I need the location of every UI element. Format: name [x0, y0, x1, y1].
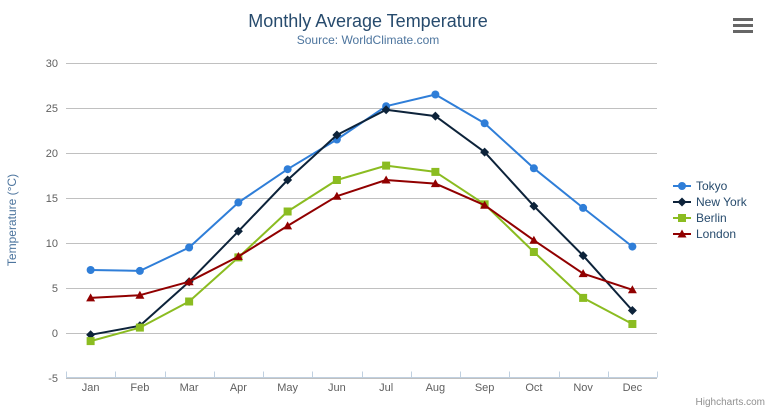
- y-axis-label: 20: [46, 148, 58, 160]
- point-london-oct[interactable]: [529, 235, 539, 244]
- point-new-york-may[interactable]: [283, 175, 293, 185]
- legend-circle-icon: [678, 182, 686, 190]
- point-berlin-oct[interactable]: [529, 248, 538, 256]
- hamburger-menu-icon[interactable]: [733, 18, 753, 33]
- point-london-dec[interactable]: [627, 285, 637, 294]
- point-tokyo-sep[interactable]: [480, 119, 489, 128]
- x-axis-label: Dec: [623, 382, 643, 394]
- point-london-jan[interactable]: [86, 293, 96, 302]
- point-berlin-nov[interactable]: [579, 293, 588, 302]
- point-new-york-jan[interactable]: [86, 330, 96, 340]
- point-new-york-oct[interactable]: [529, 201, 539, 211]
- y-axis-title: Temperature (°C): [5, 174, 19, 266]
- point-berlin-dec[interactable]: [628, 320, 637, 328]
- legend-label-berlin: Berlin: [696, 211, 727, 225]
- legend-item-tokyo[interactable]: Tokyo: [673, 179, 728, 193]
- point-london-sep[interactable]: [480, 200, 490, 209]
- x-axis-label: Aug: [426, 382, 446, 394]
- x-axis-label: Feb: [130, 382, 149, 394]
- chart-title: Monthly Average Temperature: [248, 11, 487, 31]
- point-berlin-jun[interactable]: [332, 176, 341, 184]
- legend-label-tokyo: Tokyo: [696, 179, 728, 193]
- point-new-york-nov[interactable]: [578, 251, 588, 261]
- point-berlin-jan[interactable]: [86, 337, 95, 346]
- series-line-london: [89, 179, 634, 299]
- point-tokyo-feb[interactable]: [135, 266, 144, 275]
- y-axis-label: 15: [46, 193, 58, 205]
- x-axis-label: Sep: [475, 382, 495, 394]
- y-axis-label: 10: [46, 238, 58, 250]
- y-axis-label: -5: [48, 373, 58, 385]
- point-london-aug[interactable]: [430, 179, 440, 188]
- point-london-may[interactable]: [283, 221, 293, 230]
- legend-diamond-icon: [677, 197, 687, 207]
- series-tokyo: [86, 90, 637, 275]
- legend-label-new-york: New York: [696, 195, 748, 209]
- point-tokyo-may[interactable]: [283, 165, 292, 174]
- x-axis-label: Nov: [573, 382, 593, 394]
- x-axis-label: Jan: [82, 382, 100, 394]
- series-new-york: [86, 105, 637, 340]
- gridlines: [66, 63, 657, 379]
- x-axis: Jan Feb Mar Apr May Jun Jul Aug Sep Oct Nov Dec: [66, 371, 658, 394]
- chart-subtitle: Source: WorldClimate.com: [297, 33, 440, 47]
- hamburger-bar: [733, 30, 753, 33]
- point-tokyo-mar[interactable]: [185, 243, 194, 252]
- point-tokyo-apr[interactable]: [234, 198, 243, 207]
- point-berlin-mar[interactable]: [185, 297, 194, 306]
- series-line-tokyo: [89, 93, 634, 272]
- y-axis-label: 25: [46, 103, 58, 115]
- point-new-york-sep[interactable]: [480, 147, 490, 157]
- point-tokyo-jan[interactable]: [86, 266, 95, 274]
- point-new-york-apr[interactable]: [233, 226, 243, 236]
- x-axis-label: Jul: [379, 382, 393, 394]
- legend-label-london: London: [696, 227, 736, 241]
- point-tokyo-nov[interactable]: [579, 203, 588, 212]
- point-london-nov[interactable]: [578, 269, 588, 278]
- point-london-mar[interactable]: [184, 277, 194, 286]
- legend-triangle-icon: [677, 229, 687, 238]
- series-london: [86, 175, 637, 302]
- point-new-york-jun[interactable]: [332, 130, 342, 140]
- point-london-jun[interactable]: [332, 191, 342, 200]
- point-berlin-feb[interactable]: [135, 323, 144, 332]
- x-axis-label: Apr: [230, 382, 247, 394]
- legend: Tokyo New York Berlin London: [673, 179, 748, 241]
- point-tokyo-dec[interactable]: [628, 242, 637, 251]
- point-new-york-dec[interactable]: [627, 306, 637, 315]
- point-new-york-jul[interactable]: [381, 105, 391, 115]
- hamburger-bar: [733, 18, 753, 21]
- series-line-berlin: [89, 164, 634, 343]
- legend-square-icon: [678, 214, 686, 222]
- point-berlin-aug[interactable]: [431, 167, 440, 176]
- point-tokyo-oct[interactable]: [529, 164, 538, 173]
- x-axis-label: May: [277, 382, 298, 394]
- point-london-apr[interactable]: [233, 252, 243, 260]
- point-tokyo-aug[interactable]: [431, 90, 440, 99]
- x-axis-label: Oct: [525, 382, 542, 394]
- series-line-new-york: [89, 108, 634, 336]
- hamburger-bar: [733, 24, 753, 27]
- y-axis-label: 0: [52, 328, 58, 340]
- legend-item-london[interactable]: London: [673, 227, 736, 241]
- point-berlin-jul[interactable]: [382, 161, 391, 170]
- x-axis-label: Jun: [328, 382, 346, 394]
- credits-link[interactable]: Highcharts.com: [696, 397, 765, 408]
- point-london-feb[interactable]: [135, 290, 145, 299]
- x-axis-label: Mar: [180, 382, 199, 394]
- legend-item-berlin[interactable]: Berlin: [673, 211, 727, 225]
- y-axis-label: 30: [46, 58, 58, 70]
- legend-item-new-york[interactable]: New York: [673, 195, 748, 209]
- y-axis-label: 5: [52, 283, 58, 295]
- series-group: [86, 90, 637, 346]
- point-berlin-may[interactable]: [283, 207, 292, 216]
- point-new-york-aug[interactable]: [430, 111, 440, 121]
- point-london-jul[interactable]: [381, 175, 391, 184]
- y-axis-labels: -5 0 5 10 15 20 25 30: [46, 58, 58, 385]
